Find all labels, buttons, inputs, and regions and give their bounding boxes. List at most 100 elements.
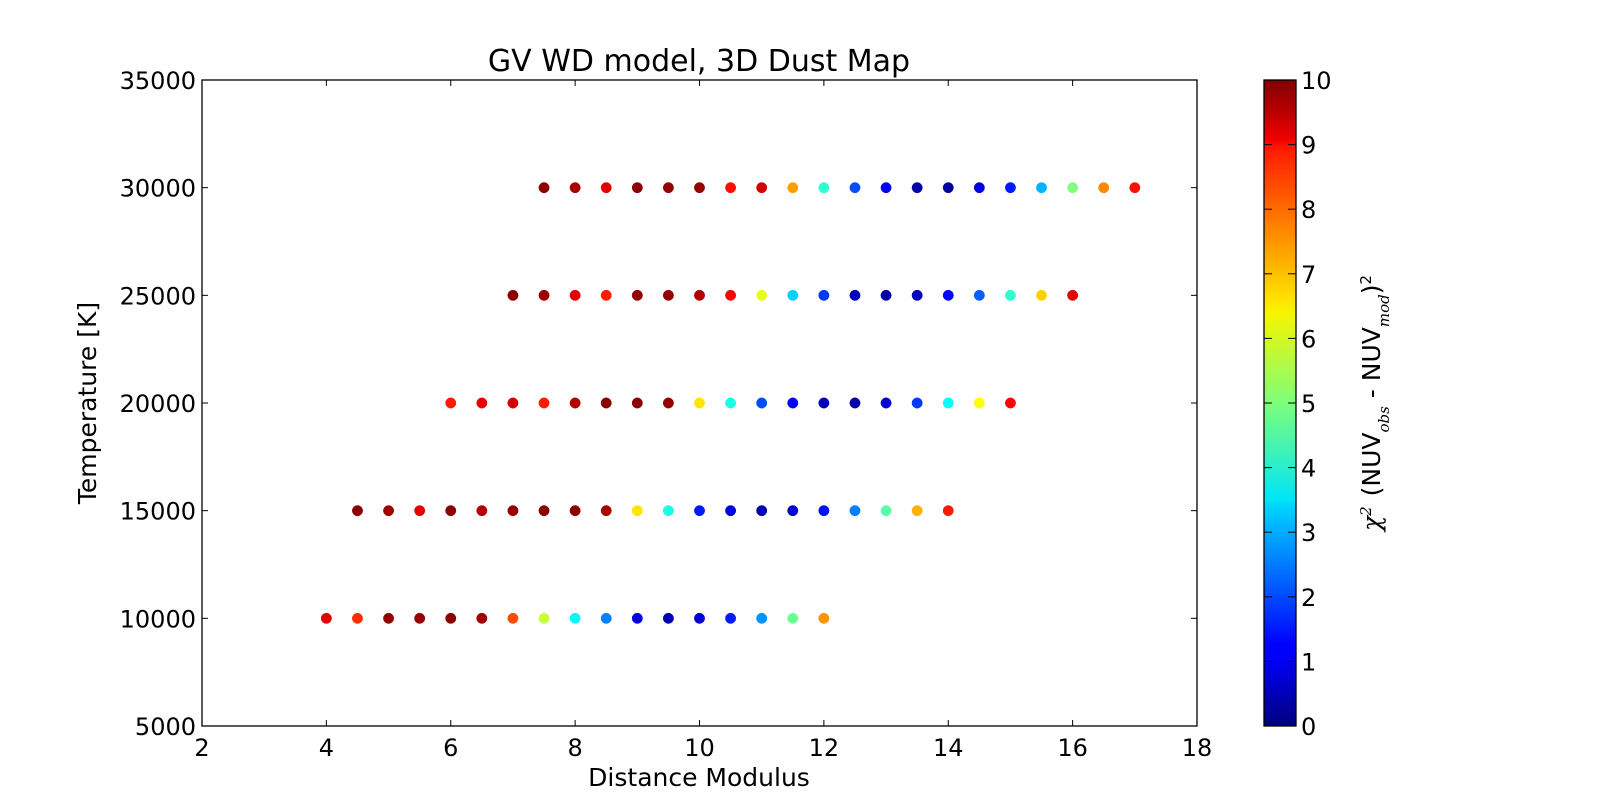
data-point [694, 612, 705, 624]
data-point [476, 612, 488, 624]
data-point [694, 289, 705, 301]
chart-title: GV WD model, 3D Dust Map [488, 44, 910, 79]
colorbar-label-chi: χ [1357, 514, 1386, 533]
data-point [445, 397, 457, 409]
data-point [1036, 289, 1047, 301]
colorbar-label: χ2(NUVobs - NUVmod)2 [1357, 275, 1393, 533]
data-point [538, 289, 550, 301]
data-point [818, 505, 830, 517]
y-tick-label: 15000 [120, 498, 196, 526]
data-point [694, 505, 705, 517]
data-point [631, 397, 643, 409]
data-point [538, 182, 550, 194]
data-point [725, 397, 737, 409]
data-point [569, 505, 581, 517]
colorbar-tick-label: 1 [1301, 648, 1316, 676]
colorbar-tick-label: 8 [1301, 196, 1316, 224]
data-point [818, 397, 830, 409]
data-point [600, 505, 612, 517]
data-point [725, 505, 737, 517]
data-point [911, 289, 923, 301]
x-tick-label: 14 [933, 734, 964, 762]
colorbar-label-chi-sup: 2 [1357, 506, 1375, 517]
colorbar-tick-label: 0 [1301, 713, 1316, 741]
data-point [662, 397, 674, 409]
data-point [662, 289, 674, 301]
data-point [445, 505, 457, 517]
data-point [600, 182, 612, 194]
data-point [507, 397, 519, 409]
data-point [973, 289, 985, 301]
data-point [942, 289, 954, 301]
data-point [1004, 289, 1016, 301]
colorbar-ticks: 0 1 2 3 4 5 6 7 8 9 10 [1264, 67, 1332, 741]
y-tick-label: 5000 [135, 713, 196, 741]
colorbar-label-obs: obs [1375, 406, 1393, 433]
colorbar-label-minus: - NUV [1357, 327, 1386, 406]
y-tick-label: 10000 [120, 605, 196, 633]
data-point [414, 612, 426, 624]
x-axis-label: Distance Modulus [588, 763, 810, 792]
data-point [849, 505, 861, 517]
y-axis: 5000 10000 15000 20000 25000 30000 35000 [120, 67, 1197, 741]
data-point [942, 505, 954, 517]
data-point [787, 182, 799, 194]
data-point [631, 289, 643, 301]
data-point [818, 289, 830, 301]
data-point [631, 505, 643, 517]
data-point [725, 612, 737, 624]
data-point [662, 612, 674, 624]
data-point [569, 182, 581, 194]
data-point [1036, 182, 1047, 194]
data-point [414, 505, 426, 517]
data-point [849, 289, 861, 301]
data-point [507, 289, 519, 301]
y-tick-label: 25000 [120, 282, 196, 310]
x-tick-label: 4 [319, 734, 334, 762]
data-point [352, 505, 363, 517]
colorbar-tick-label: 3 [1301, 519, 1316, 547]
colorbar-tick-label: 4 [1301, 455, 1316, 483]
x-tick-label: 12 [809, 734, 840, 762]
data-point [942, 182, 954, 194]
data-point [445, 612, 457, 624]
colorbar-tick-label: 6 [1301, 325, 1316, 353]
x-axis: 2 4 6 8 10 12 14 16 18 [194, 80, 1212, 762]
data-point [476, 505, 488, 517]
data-point [756, 505, 768, 517]
data-point [973, 182, 985, 194]
data-point [880, 182, 892, 194]
x-tick-label: 6 [443, 734, 458, 762]
data-point [662, 182, 674, 194]
colorbar-tick-label: 10 [1301, 67, 1332, 95]
colorbar-tick-label: 2 [1301, 584, 1316, 612]
data-point [787, 289, 799, 301]
y-tick-label: 35000 [120, 67, 196, 95]
data-point [880, 505, 892, 517]
data-point [911, 182, 923, 194]
data-point [383, 505, 395, 517]
data-point [383, 612, 395, 624]
x-tick-label: 16 [1057, 734, 1088, 762]
data-point [631, 612, 643, 624]
colorbar-label-nuv1: (NUV [1357, 432, 1386, 496]
data-point [849, 397, 861, 409]
data-point [787, 505, 799, 517]
data-point [600, 397, 612, 409]
data-point [1129, 182, 1141, 194]
data-point [569, 397, 581, 409]
plot-area [320, 182, 1141, 624]
data-point [694, 182, 705, 194]
y-axis-label: Temperature [K] [73, 302, 102, 505]
colorbar-label-close-sup: 2 [1357, 275, 1375, 285]
data-point [631, 182, 643, 194]
data-point [911, 505, 923, 517]
data-point [569, 289, 581, 301]
colorbar-label-close: ) [1357, 284, 1386, 294]
data-point [756, 182, 768, 194]
data-point [880, 397, 892, 409]
colorbar-tick-label: 9 [1301, 132, 1316, 160]
data-point [787, 612, 799, 624]
data-point [818, 612, 830, 624]
